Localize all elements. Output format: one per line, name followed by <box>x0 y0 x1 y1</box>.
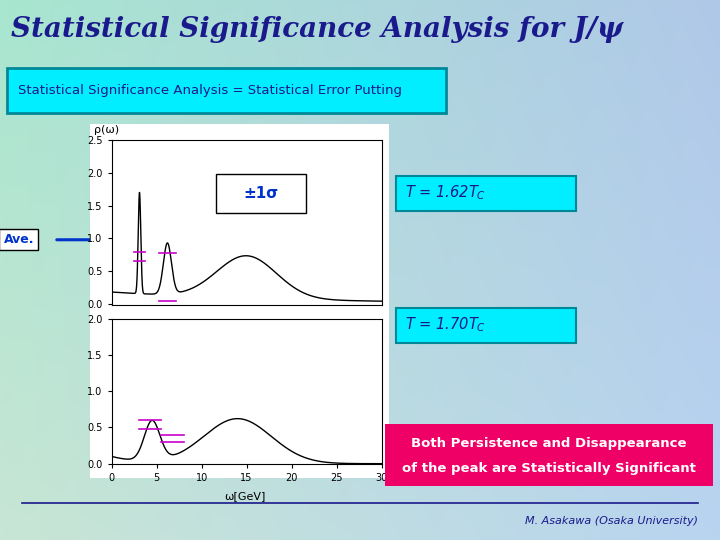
Text: M. Asakawa (Osaka University): M. Asakawa (Osaka University) <box>526 516 698 526</box>
Text: Both Persistence and Disappearance: Both Persistence and Disappearance <box>411 437 686 450</box>
Text: ±1σ: ±1σ <box>244 186 279 201</box>
Text: $T$ = 1.70$T_C$: $T$ = 1.70$T_C$ <box>405 316 487 334</box>
Text: ρ(ω): ρ(ω) <box>94 125 119 135</box>
Text: ω[GeV]: ω[GeV] <box>224 491 266 502</box>
Text: Statistical Significance Analysis for J/ψ: Statistical Significance Analysis for J/… <box>11 16 623 43</box>
Text: Ave.: Ave. <box>4 233 34 246</box>
Text: Statistical Significance Analysis = Statistical Error Putting: Statistical Significance Analysis = Stat… <box>18 84 402 97</box>
Text: $T$ = 1.62$T_C$: $T$ = 1.62$T_C$ <box>405 184 487 202</box>
Text: of the peak are Statistically Significant: of the peak are Statistically Significan… <box>402 462 696 475</box>
